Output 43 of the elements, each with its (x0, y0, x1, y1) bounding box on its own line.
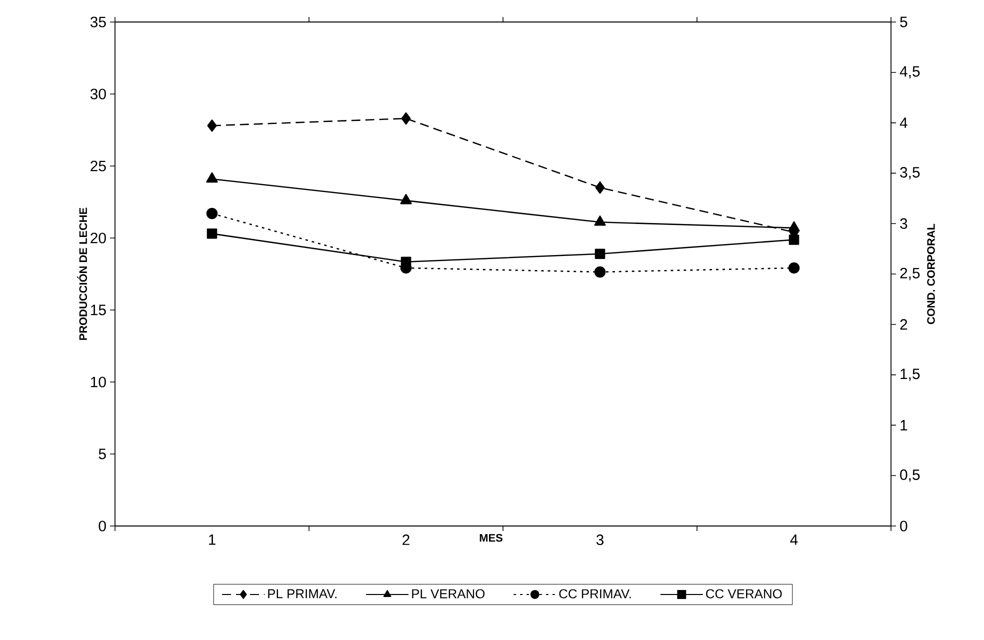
legend-label: PL PRIMAV. (268, 589, 336, 598)
x-axis-title: MES (480, 534, 502, 542)
point (206, 228, 218, 239)
legend-label: PL VERANO (412, 589, 485, 598)
point (401, 112, 411, 125)
y2-tick-label: 2,5 (900, 268, 920, 280)
point (206, 208, 218, 220)
y2-tick-label: 4,5 (900, 66, 920, 78)
point (206, 172, 218, 183)
point (788, 234, 800, 245)
y-tick-label: 5 (98, 448, 106, 460)
y-tick-label: 15 (91, 304, 106, 316)
y2-tick-label: 1 (900, 420, 908, 430)
x-tick-label: 2 (402, 534, 410, 545)
point (595, 181, 605, 194)
legend-label: CC PRIMAV. (559, 589, 631, 598)
point (400, 256, 412, 268)
point (594, 266, 606, 278)
point (594, 248, 606, 259)
legend-label: CC VERANO (706, 589, 782, 598)
point (788, 262, 800, 274)
y-tick-label: 10 (91, 376, 106, 388)
y-tick-label: 25 (90, 160, 106, 172)
y2-axis-title: COND. CORPORAL (927, 224, 935, 324)
x-tick-label: 3 (596, 534, 604, 546)
y-tick-label: 20 (90, 232, 106, 244)
y2-tick-label: 3,5 (900, 167, 920, 180)
y2-tick-label: 5 (900, 16, 908, 28)
y2-tick-label: 1,5 (900, 368, 920, 381)
y2-tick-label: 4 (900, 118, 908, 128)
y-axis-title: PRODUCCIÓN DE LECHE (77, 208, 88, 340)
point (207, 120, 217, 132)
x-tick-label: 1 (208, 534, 216, 545)
y-tick-label: 30 (90, 88, 106, 100)
y2-tick-label: 0 (900, 520, 908, 532)
x-tick-label: 4 (790, 534, 798, 545)
y2-tick-label: 0,5 (900, 469, 920, 482)
y-tick-label: 35 (90, 16, 106, 28)
y2-tick-label: 2 (900, 319, 908, 330)
y2-tick-label: 3 (900, 218, 908, 229)
point (594, 216, 606, 226)
point (400, 194, 412, 204)
y-tick-label: 0 (98, 520, 106, 532)
